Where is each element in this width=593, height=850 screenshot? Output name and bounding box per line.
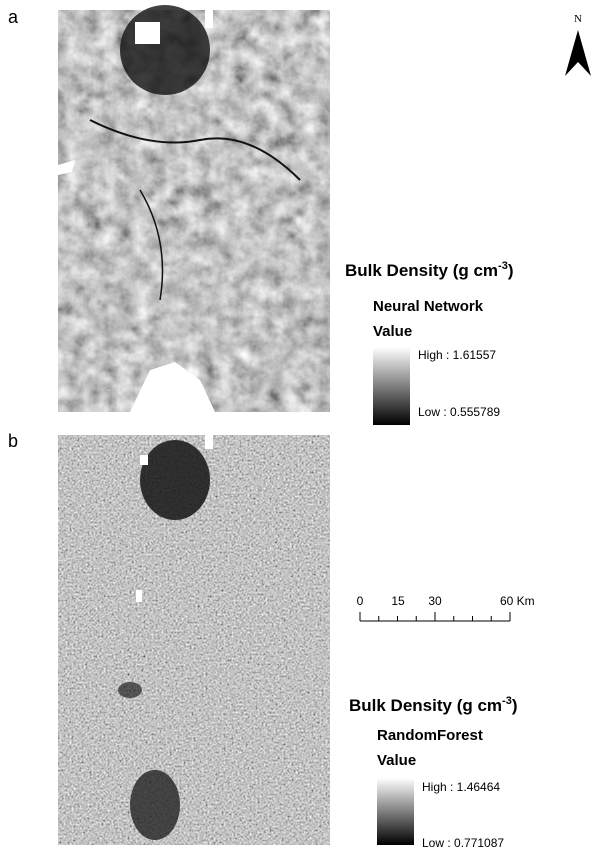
- model-name: Neural Network: [373, 298, 484, 315]
- title-sup: -3: [498, 260, 508, 272]
- title-end: ): [508, 261, 514, 280]
- north-arrow: [565, 30, 591, 76]
- value-label: Value: [377, 752, 416, 769]
- scale-bar: 0 15 30 60 Km: [357, 594, 535, 621]
- title-text: Bulk Density (g cm: [349, 696, 502, 715]
- figure: a b N Bulk Density (g cm-3) Neural Netwo…: [0, 0, 593, 850]
- scale-label: 30: [428, 594, 442, 608]
- scale-label: 15: [391, 594, 405, 608]
- map-b: [58, 435, 330, 845]
- title-end: ): [512, 696, 518, 715]
- north-label: N: [574, 13, 582, 25]
- map-a: [58, 5, 330, 412]
- color-ramp: [373, 347, 410, 425]
- low-label: Low : 0.555789: [418, 405, 500, 419]
- panel-label: b: [8, 431, 18, 451]
- color-ramp: [377, 778, 414, 845]
- legend-title: Bulk Density (g cm-3): [349, 695, 518, 715]
- high-label: High : 1.46464: [422, 780, 500, 794]
- scale-label: 60 Km: [500, 594, 535, 608]
- value-label: Value: [373, 323, 412, 340]
- high-label: High : 1.61557: [418, 348, 496, 362]
- scale-label: 0: [357, 594, 364, 608]
- title-sup: -3: [502, 695, 512, 707]
- model-name: RandomForest: [377, 727, 483, 744]
- title-text: Bulk Density (g cm: [345, 261, 498, 280]
- legend-title: Bulk Density (g cm-3): [345, 260, 514, 280]
- panel-label: a: [8, 7, 19, 27]
- low-label: Low : 0.771087: [422, 836, 504, 850]
